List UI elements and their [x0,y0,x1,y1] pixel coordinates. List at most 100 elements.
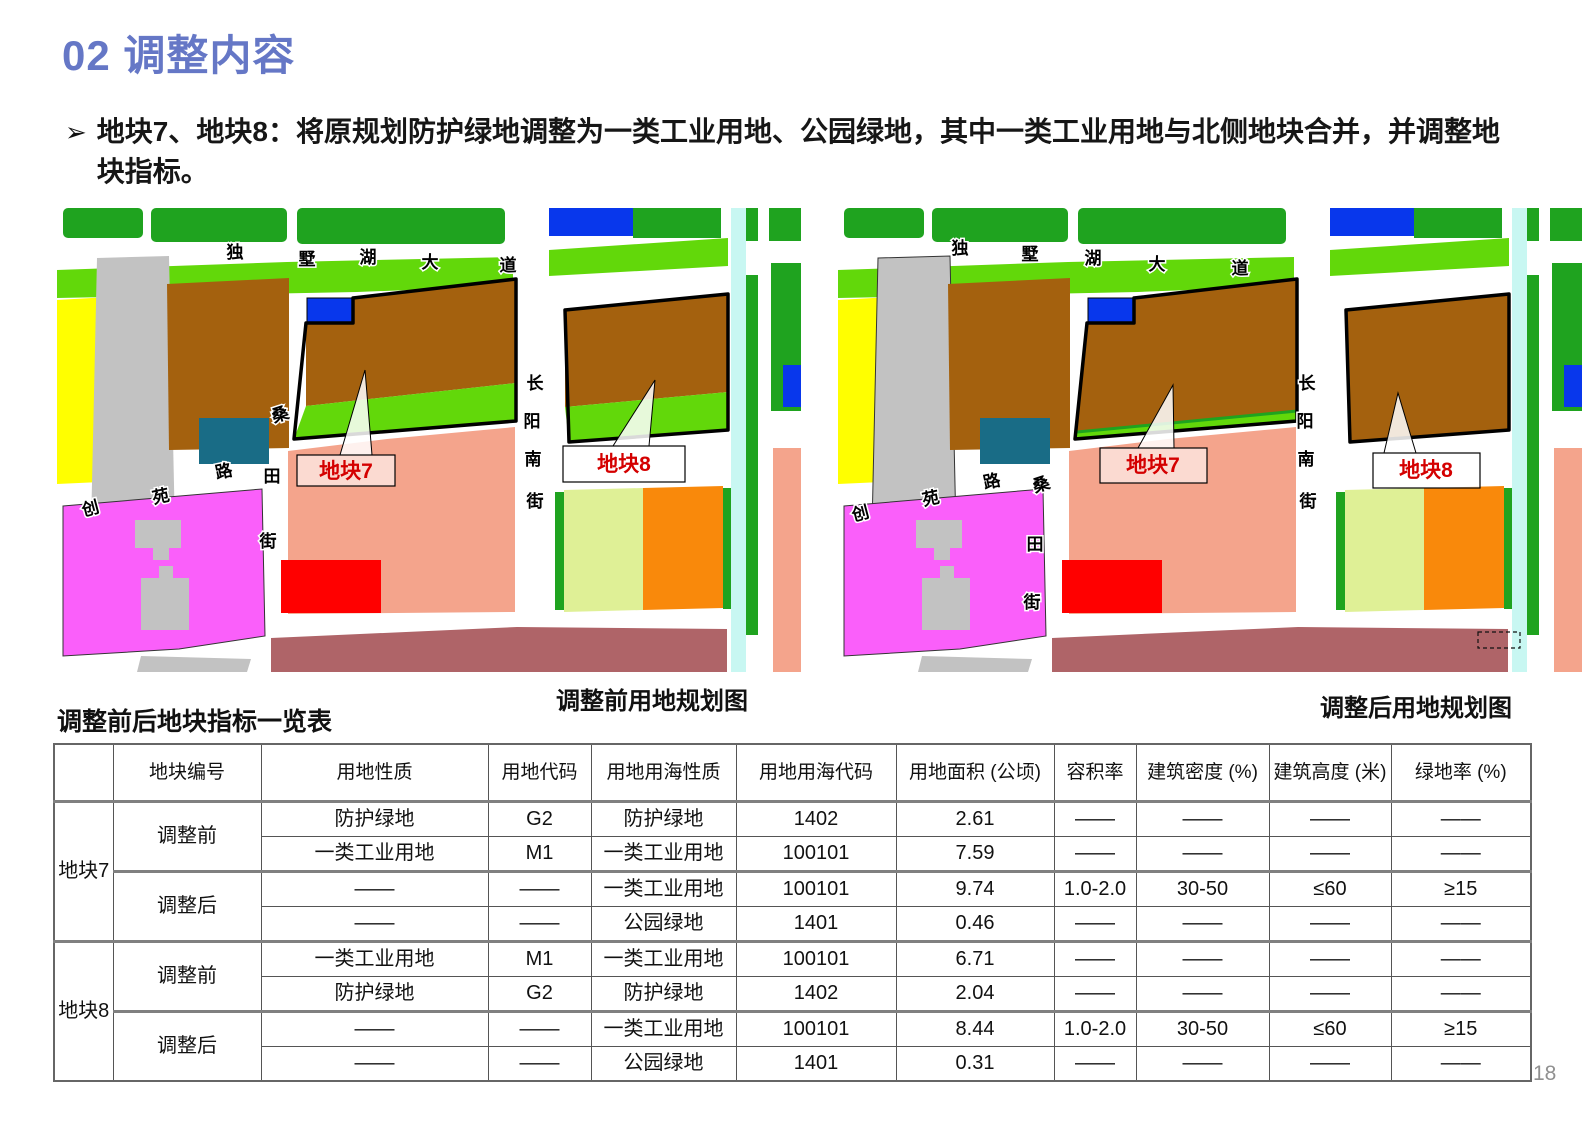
map-before-road-names: 独 墅 湖 大 道 桑 田 街 创 苑 路 长 阳 南 街 [77,241,546,553]
table-header: 建筑密度 (%) [1135,743,1270,803]
table-row: 防护绿地 G2 防护绿地 1402 2.04 —— —— —— —— [54,976,1532,1012]
table-cell: —— [1390,976,1532,1012]
table-cell: —— [487,1010,592,1047]
road-dushu-char: 墅 [299,250,316,269]
table-row: —— —— 公园绿地 1401 0.31 —— —— —— —— [54,1046,1532,1082]
table-cell: —— [1268,836,1392,872]
table-header: 用地面积 (公顷) [895,743,1055,803]
road-chuangyuan-char: 苑 [150,485,171,508]
road-sangtian-char: 街 [1023,592,1041,612]
bullet-arrow-icon: ➢ [65,117,87,147]
table-header: 用地性质 [260,743,489,803]
table-cell: ≤60 [1268,870,1392,907]
road-sangtian-char: 街 [259,531,277,551]
table-cell: —— [487,906,592,942]
bullet-text: 地块7、地块8：将原规划防护绿地调整为一类工业用地、公园绿地，其中一类工业用地与… [96,116,1500,187]
table-cell: —— [1268,1046,1392,1082]
table-cell: ≥15 [1390,870,1532,907]
table-cell: 100101 [735,870,897,907]
table-row: 地块8 调整前 一类工业用地 M1 一类工业用地 100101 6.71 —— … [53,940,1532,1082]
table-cell: —— [260,1046,489,1082]
table-cell: 公园绿地 [590,906,737,942]
road-changyang-char: 南 [1298,449,1315,469]
table-cell: ≥15 [1390,1010,1532,1047]
table-cell: 30-50 [1135,1010,1270,1047]
map-before-plot-labels: 地块7 地块8 [296,369,686,487]
table-cell: 2.61 [895,801,1055,837]
table-cell: —— [260,870,489,907]
map-before-adjustment: 独 墅 湖 大 道 桑 田 街 创 苑 路 长 阳 南 街 地块7 地块8 [57,208,801,672]
table-cell: 8.44 [895,1010,1055,1047]
table-header: 用地代码 [487,743,592,803]
bullet-paragraph: ➢ 地块7、地块8：将原规划防护绿地调整为一类工业用地、公园绿地，其中一类工业用… [65,112,1523,192]
plot-cell: 地块8 [53,940,114,1082]
road-dushu-char: 湖 [1085,249,1102,268]
table-cell: 1.0-2.0 [1053,870,1137,907]
table-header-row: 地块编号 用地性质 用地代码 用地用海性质 用地用海代码 用地面积 (公顷) 容… [53,743,1532,803]
table-cell: 100101 [735,836,897,872]
plot8-label-box [1372,452,1481,489]
plot7-label-box [296,454,396,487]
plot8-label: 地块8 [597,452,651,476]
table-cell: ≤60 [1268,1010,1392,1047]
road-changyang-char: 南 [525,449,542,469]
table-cell: 0.46 [895,906,1055,942]
table-cell: M1 [487,940,592,977]
table-row: 调整后 —— —— 一类工业用地 100101 8.44 1.0-2.0 30-… [54,1010,1532,1082]
table-header: 容积率 [1053,743,1137,803]
table-row: —— —— 公园绿地 1401 0.46 —— —— —— —— [54,906,1532,942]
table-cell: —— [487,1046,592,1082]
table-cell: 1401 [735,906,897,942]
table-cell: —— [487,870,592,907]
road-changyang-char: 阳 [1297,412,1314,431]
table-cell: 公园绿地 [590,1046,737,1082]
plot7-outline [1073,277,1299,441]
phase-cell: 调整前 [112,801,262,872]
table-cell: 30-50 [1135,870,1270,907]
map-after-blocks [838,208,1582,672]
table-cell: 一类工业用地 [590,1010,737,1047]
road-dushu-char: 道 [500,255,517,275]
table-cell: —— [1053,940,1137,977]
table-row: 调整后 —— —— 一类工业用地 100101 9.74 1.0-2.0 30-… [54,870,1532,942]
page-title: 02 调整内容 [62,32,296,79]
table-row: 一类工业用地 M1 一类工业用地 100101 7.59 —— —— —— —— [54,836,1532,872]
road-changyang-char: 长 [527,373,545,393]
caption-before-map: 调整前用地规划图 [556,688,748,715]
road-changyang-char: 街 [526,491,544,511]
phase-cell: 调整后 [112,870,262,942]
table-cell: —— [1135,940,1270,977]
plot7-label: 地块7 [1126,453,1180,477]
table-cell: 9.74 [895,870,1055,907]
table-cell: —— [1135,906,1270,942]
table-header-blank [53,743,114,803]
map-after-svg: 独 墅 湖 大 道 桑 田 街 创 苑 路 长 阳 南 街 地块7 地块8 [838,208,1582,672]
plot8-label-box [562,445,686,483]
table-cell: —— [1390,836,1532,872]
table-cell: —— [260,906,489,942]
plot-cell: 地块7 [53,801,114,942]
road-dushu-char: 湖 [360,248,377,267]
table-cell: 防护绿地 [260,801,489,837]
road-dushu-char: 大 [422,252,439,272]
road-dushu-char: 大 [1149,254,1166,274]
table-cell: —— [1053,976,1137,1012]
table-cell: —— [1053,836,1137,872]
table-cell: 0.31 [895,1046,1055,1082]
road-dushu-char: 道 [1232,258,1249,278]
table-cell: M1 [487,836,592,872]
table-cell: —— [1268,801,1392,837]
table-cell: —— [1135,801,1270,837]
table-cell: 一类工业用地 [590,870,737,907]
table-header: 绿地率 (%) [1390,743,1532,803]
map-after-adjustment: 独 墅 湖 大 道 桑 田 街 创 苑 路 长 阳 南 街 地块7 地块8 [838,208,1582,672]
table-cell: —— [1053,801,1137,837]
table-cell: —— [1053,906,1137,942]
table-cell: —— [1390,1046,1532,1082]
table-cell: 一类工业用地 [260,940,489,977]
road-dushu-char: 独 [227,242,244,262]
table-cell: 防护绿地 [260,976,489,1012]
table-cell: 1401 [735,1046,897,1082]
map-before-blocks [57,208,801,672]
page-number: 18 [1533,1062,1557,1085]
